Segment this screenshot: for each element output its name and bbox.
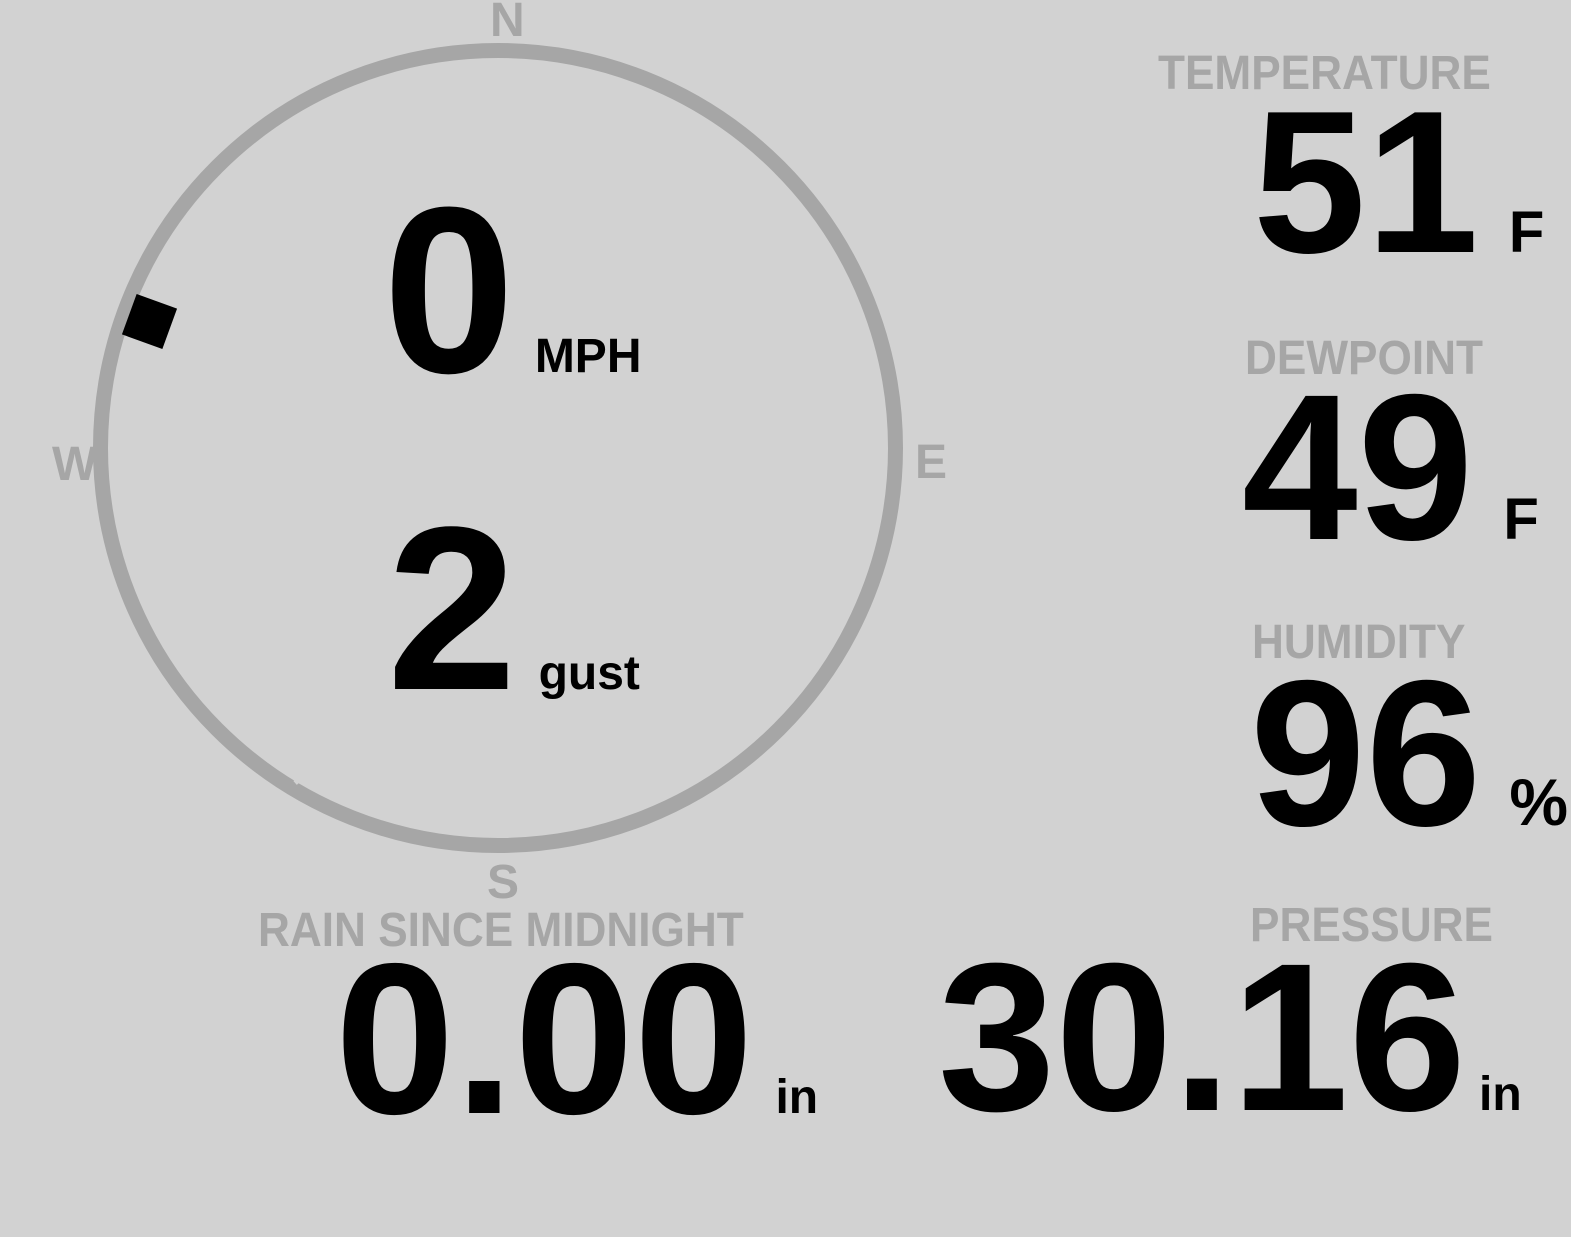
compass-label-south: S — [487, 856, 520, 909]
compass-tick-sw — [293, 757, 324, 785]
temperature-value: 51 — [1253, 69, 1479, 296]
pressure-unit: in — [1479, 1068, 1522, 1121]
compass-tick-se — [890, 757, 921, 785]
rain-since-midnight-value: 0.00 — [335, 918, 754, 1159]
compass-tick-nw — [293, 227, 324, 255]
pressure-reading: 30.16 in — [938, 932, 1522, 1143]
wind-speed-unit: MPH — [534, 330, 642, 383]
wind-speed-value: 0 — [383, 158, 515, 423]
humidity-unit: % — [1509, 765, 1569, 839]
temperature-label: TEMPERATURE — [1158, 47, 1491, 100]
compass-label-north: N — [490, 0, 525, 47]
dewpoint-value: 49 — [1242, 352, 1474, 584]
dewpoint-unit: F — [1503, 487, 1539, 552]
pressure-value: 30.16 — [938, 919, 1467, 1155]
wind-gust-unit: gust — [538, 647, 640, 700]
wind-speed: 0 MPH — [383, 172, 641, 409]
humidity-label: HUMIDITY — [1252, 616, 1466, 669]
humidity-reading: 96 % — [1250, 650, 1568, 858]
humidity-value: 96 — [1250, 638, 1482, 870]
dewpoint-label: DEWPOINT — [1245, 332, 1483, 385]
compass-tick-ne — [890, 227, 921, 255]
pressure-label: PRESSURE — [1250, 899, 1493, 952]
compass-label-west: W — [52, 438, 98, 491]
dewpoint-reading: 49 F — [1242, 364, 1539, 572]
rain-since-midnight-label: RAIN SINCE MIDNIGHT — [258, 904, 744, 957]
rain-since-midnight-reading: 0.00 in — [335, 931, 818, 1146]
temperature-unit: F — [1508, 200, 1545, 265]
wind-gust-value: 2 — [387, 479, 517, 739]
compass-label-east: E — [915, 436, 948, 489]
temperature-reading: 51 F — [1253, 81, 1544, 284]
wind-gust: 2 gust — [387, 493, 640, 726]
rain-since-midnight-unit: in — [775, 1071, 819, 1124]
